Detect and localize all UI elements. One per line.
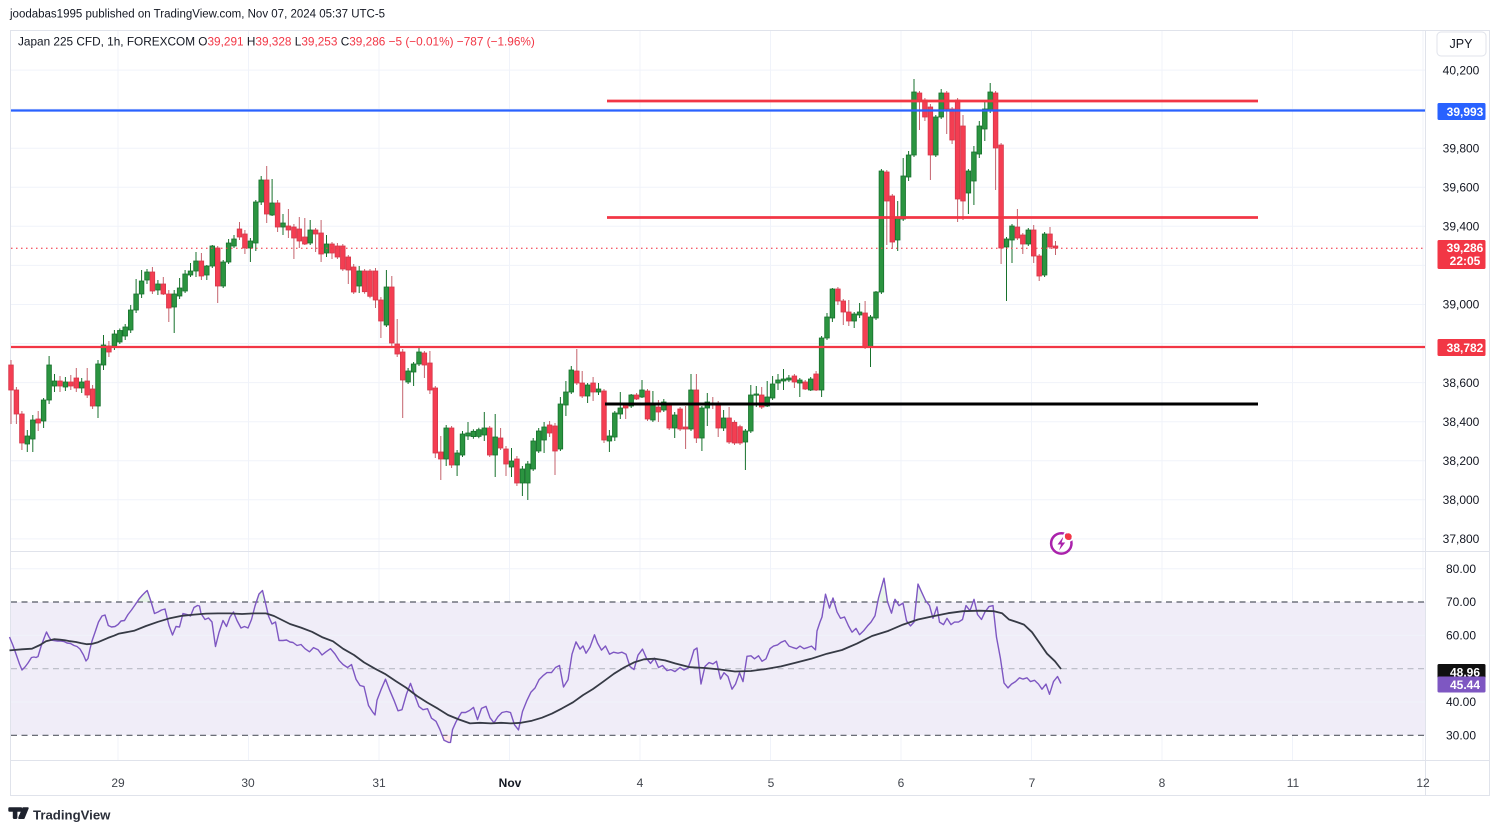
svg-text:60.00: 60.00: [1446, 629, 1476, 643]
svg-text:joodabas1995 published on Trad: joodabas1995 published on TradingView.co…: [9, 9, 385, 21]
svg-text:38,782: 38,782: [1447, 341, 1484, 355]
svg-text:Nov: Nov: [499, 776, 522, 790]
svg-text:22:05: 22:05: [1450, 254, 1481, 268]
svg-text:40.00: 40.00: [1446, 695, 1476, 709]
svg-text:38,200: 38,200: [1443, 454, 1480, 468]
svg-text:31: 31: [372, 776, 386, 790]
svg-text:39,000: 39,000: [1443, 298, 1480, 312]
svg-text:JPY: JPY: [1450, 37, 1474, 51]
svg-text:29: 29: [111, 776, 125, 790]
svg-text:48.96: 48.96: [1450, 665, 1480, 679]
svg-text:39,400: 39,400: [1443, 220, 1480, 234]
svg-text:11: 11: [1287, 776, 1300, 790]
svg-text:39,993: 39,993: [1447, 105, 1484, 119]
svg-text:30: 30: [241, 776, 255, 790]
svg-text:39,800: 39,800: [1443, 141, 1480, 155]
svg-text:4: 4: [637, 776, 644, 790]
svg-text:Japan 225 CFD, 1h, FOREXCOM O: Japan 225 CFD, 1h, FOREXCOM O39,291 H39,…: [18, 35, 535, 49]
svg-text:39,600: 39,600: [1443, 181, 1480, 195]
svg-text:38,000: 38,000: [1443, 493, 1480, 507]
svg-text:80.00: 80.00: [1446, 562, 1476, 576]
svg-text:7: 7: [1029, 776, 1036, 790]
svg-text:5: 5: [768, 776, 775, 790]
svg-text:70.00: 70.00: [1446, 595, 1476, 609]
svg-text:40,200: 40,200: [1443, 63, 1480, 77]
svg-text:38,600: 38,600: [1443, 376, 1480, 390]
svg-text:12: 12: [1416, 776, 1430, 790]
svg-text:39,286: 39,286: [1447, 241, 1484, 255]
svg-text:30.00: 30.00: [1446, 729, 1476, 743]
svg-text:TradingView: TradingView: [33, 808, 111, 823]
svg-text:37,800: 37,800: [1443, 532, 1480, 546]
svg-text:45.44: 45.44: [1450, 678, 1480, 692]
svg-text:8: 8: [1159, 776, 1166, 790]
svg-text:6: 6: [898, 776, 905, 790]
svg-text:38,400: 38,400: [1443, 415, 1480, 429]
